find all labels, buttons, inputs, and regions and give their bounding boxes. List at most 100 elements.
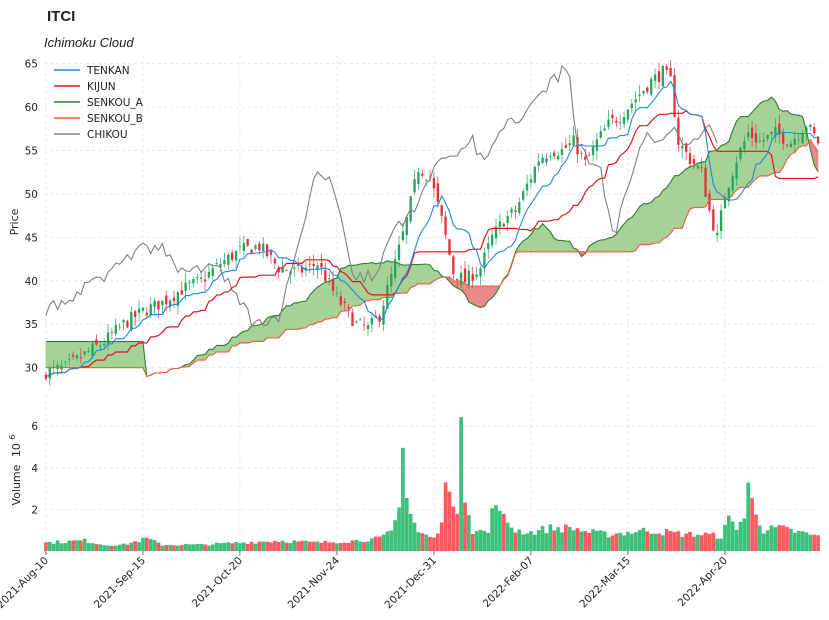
volume-bar [758, 525, 762, 551]
volume-bar [253, 543, 258, 551]
volume-bar [67, 540, 72, 551]
volume-bar [191, 544, 196, 551]
cloud-segment-bullish [255, 324, 260, 342]
x-tick-label: 2021-Dec-31 [383, 555, 440, 612]
candle-body [355, 321, 358, 323]
cloud-segment-bullish [208, 349, 214, 356]
volume-bar [629, 533, 634, 551]
volume-label-base: 10 [10, 443, 23, 457]
candle-body [126, 321, 129, 328]
volume-bar [412, 522, 417, 551]
cloud-segment-bullish [693, 162, 699, 208]
volume-bar [653, 533, 657, 551]
volume-bar [187, 544, 192, 551]
volume-bar [699, 535, 704, 551]
volume-bar [684, 533, 688, 551]
candle-body [184, 282, 187, 291]
candle-body [227, 254, 230, 265]
candle-body [653, 74, 657, 81]
candle-body [719, 210, 723, 231]
volume-bar [214, 542, 219, 551]
candle-body [374, 315, 377, 318]
cloud-segment-bullish [72, 341, 78, 368]
cloud-segment-bullish [670, 174, 675, 235]
volume-bar [404, 498, 409, 551]
volume-bar [424, 534, 429, 551]
volume-bar [82, 538, 87, 551]
cloud-segment-bullish [57, 341, 62, 368]
candle-body [626, 109, 630, 120]
volume-bar [377, 536, 382, 551]
tenkan-line [45, 80, 819, 377]
candle-body [560, 149, 564, 155]
volume-tick-label: 4 [31, 463, 38, 475]
candle-body [580, 153, 583, 155]
cloud-segment-bullish [45, 341, 51, 368]
cloud-segment-bullish [293, 302, 299, 330]
volume-bar [152, 539, 157, 551]
volume-bar [366, 541, 370, 551]
cloud-segment-bullish [425, 263, 431, 285]
volume-bar [420, 533, 425, 551]
candle-body [525, 183, 529, 191]
candle-body [397, 244, 401, 260]
volume-bar [199, 543, 203, 551]
candle-body [258, 243, 261, 251]
candle-body [471, 274, 474, 281]
candle-body [87, 351, 90, 352]
volume-bar [129, 542, 134, 551]
legend-label: SENKOU_A [87, 97, 144, 109]
volume-bar [79, 540, 83, 551]
volume-bar [385, 531, 390, 551]
volume-bar [44, 542, 48, 551]
volume-bar [800, 531, 805, 551]
candle-body [650, 78, 653, 95]
candle-body [622, 117, 626, 125]
candle-body [188, 282, 191, 284]
volume-bar [342, 542, 347, 551]
x-tick-label: 2021-Aug-10 [0, 555, 51, 612]
volume-bar [160, 545, 165, 551]
volume-bar [622, 535, 626, 551]
volume-bar [222, 542, 227, 551]
candle-body [467, 270, 471, 286]
candle-body [362, 324, 366, 326]
volume-bar [304, 540, 308, 551]
indicator-lines [45, 65, 819, 378]
volume-bar [575, 528, 580, 551]
cloud-segment-bullish [747, 111, 753, 189]
cloud-segment-bullish [138, 341, 144, 368]
volume-bar [463, 502, 467, 551]
cloud-segment-bullish [561, 240, 567, 253]
candle-body [304, 267, 308, 271]
candle-body [432, 178, 436, 189]
price-tick-label: 40 [25, 276, 38, 288]
cloud-segment-bullish [542, 223, 547, 253]
cloud-segment-bullish [674, 175, 679, 229]
volume-bar [443, 482, 448, 551]
volume-bar [125, 544, 130, 551]
candle-body [816, 136, 820, 144]
cloud-segment-bearish [480, 285, 485, 308]
candle-body [320, 262, 323, 268]
candle-body [134, 311, 137, 317]
volume-bar [455, 513, 460, 551]
volume-bar [521, 534, 526, 551]
x-tick-label: 2022-Apr-20 [676, 555, 730, 609]
candle-body [370, 317, 374, 325]
volume-bar [478, 529, 483, 551]
cloud-segment-bullish [410, 264, 415, 289]
cloud-segment-bullish [744, 116, 749, 188]
volume-bar [338, 543, 343, 551]
volume-bar [645, 531, 650, 551]
cloud-segment-bullish [414, 264, 419, 287]
volume-bar [327, 542, 332, 551]
candle-body [785, 144, 789, 146]
candle-body [405, 216, 408, 235]
volume-bar [319, 542, 324, 551]
cloud-segment-bearish [472, 285, 477, 307]
cloud-segment-bullish [418, 263, 423, 285]
legend-label: KIJUN [87, 81, 116, 93]
volume-bar [750, 498, 754, 551]
candle-body [681, 145, 684, 149]
